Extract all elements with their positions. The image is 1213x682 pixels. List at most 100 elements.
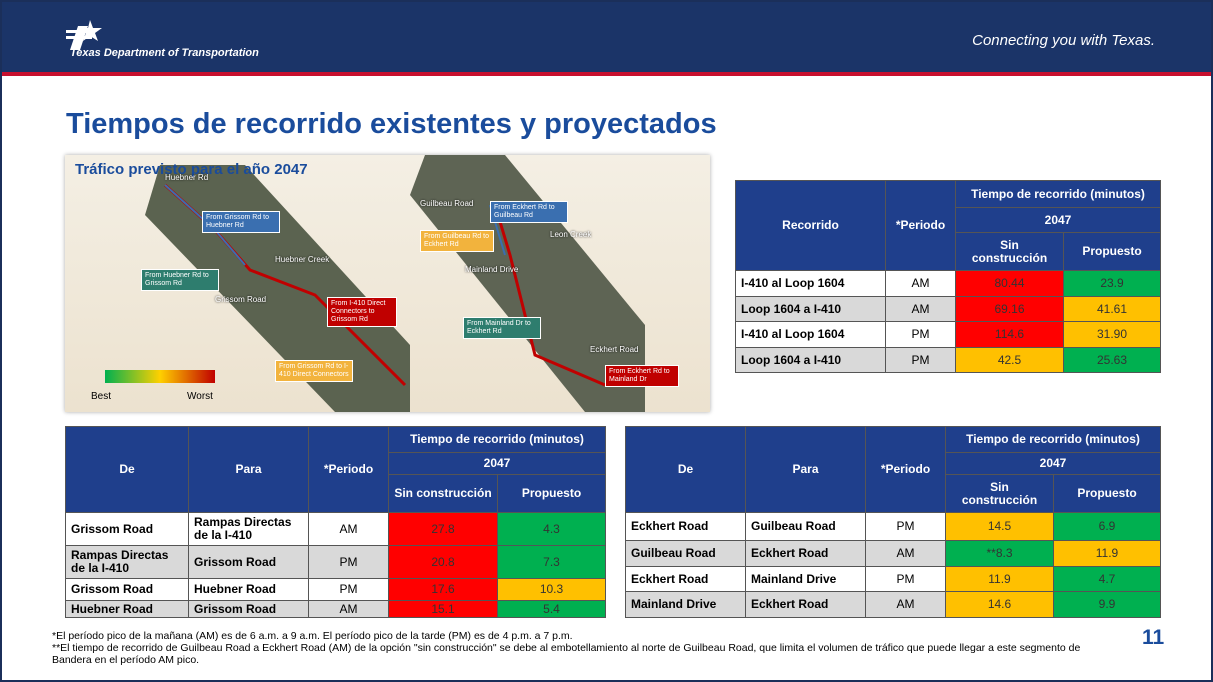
route-cell: Mainland Drive (746, 567, 866, 592)
header: Texas Department of Transportation Conne… (2, 2, 1211, 76)
column-header: Para (746, 427, 866, 513)
time-cell: 23.9 (1064, 271, 1161, 297)
time-cell: 4.3 (498, 513, 606, 546)
sub-header: Sin construcción (956, 233, 1064, 271)
route-cell: Eckhert Road (746, 592, 866, 618)
road-label: Guilbeau Road (420, 199, 473, 208)
header-row: Recorrido*PeriodoTiempo de recorrido (mi… (736, 181, 1161, 208)
footnotes: *El período pico de la mañana (AM) es de… (52, 630, 1102, 666)
time-cell: 10.3 (498, 579, 606, 601)
time-cell: 14.5 (946, 513, 1054, 541)
period-cell: AM (309, 513, 389, 546)
time-cell: 114.6 (956, 322, 1064, 348)
map-callout: From Huebner Rd to Grissom Rd (141, 269, 219, 291)
slide-title: Tiempos de recorrido existentes y proyec… (66, 108, 717, 141)
legend-label: Worst (187, 391, 213, 402)
period-cell: PM (886, 322, 956, 348)
route-cell: Eckhert Road (626, 513, 746, 541)
tagline: Connecting you with Texas. (972, 32, 1155, 49)
time-cell: 80.44 (956, 271, 1064, 297)
travel-time-table: DePara*PeriodoTiempo de recorrido (minut… (65, 426, 606, 618)
period-cell: AM (866, 592, 946, 618)
data-row: Huebner RoadGrissom RoadAM15.15.4 (66, 601, 606, 618)
period-cell: AM (866, 541, 946, 567)
route-cell: Huebner Road (66, 601, 189, 618)
sub-header: Sin construcción (946, 475, 1054, 513)
route-cell: Rampas Directas de la I-410 (189, 513, 309, 546)
header-row: DePara*PeriodoTiempo de recorrido (minut… (66, 427, 606, 453)
column-header: Para (189, 427, 309, 513)
time-cell: 11.9 (946, 567, 1054, 592)
route-cell: Loop 1604 a I-410 (736, 297, 886, 322)
period-cell: PM (866, 513, 946, 541)
data-row: I-410 al Loop 1604PM114.631.90 (736, 322, 1161, 348)
time-cell: **8.3 (946, 541, 1054, 567)
column-header: De (626, 427, 746, 513)
route-cell: Guilbeau Road (626, 541, 746, 567)
route-cell: Rampas Directas de la I-410 (66, 546, 189, 579)
data-row: Guilbeau RoadEckhert RoadAM**8.311.9 (626, 541, 1161, 567)
time-cell: 41.61 (1064, 297, 1161, 322)
road-label: Eckhert Road (590, 345, 638, 354)
time-cell: 69.16 (956, 297, 1064, 322)
footnote: **El tiempo de recorrido de Guilbeau Roa… (52, 642, 1102, 666)
time-cell: 4.7 (1054, 567, 1161, 592)
time-cell: 15.1 (389, 601, 498, 618)
group-header: Tiempo de recorrido (minutos) (956, 181, 1161, 208)
data-row: Eckhert RoadGuilbeau RoadPM14.56.9 (626, 513, 1161, 541)
map-callout: From I-410 Direct Connectors to Grissom … (327, 297, 397, 327)
route-cell: Loop 1604 a I-410 (736, 348, 886, 373)
route-cell: Guilbeau Road (746, 513, 866, 541)
year-header: 2047 (956, 208, 1161, 233)
footnote: *El período pico de la mañana (AM) es de… (52, 630, 1102, 642)
route-cell: Mainland Drive (626, 592, 746, 618)
time-cell: 14.6 (946, 592, 1054, 618)
column-header: *Periodo (309, 427, 389, 513)
time-cell: 9.9 (1054, 592, 1161, 618)
period-cell: AM (886, 297, 956, 322)
period-cell: PM (309, 579, 389, 601)
data-row: Grissom RoadHuebner RoadPM17.610.3 (66, 579, 606, 601)
period-cell: AM (886, 271, 956, 297)
route-cell: Eckhert Road (626, 567, 746, 592)
column-header: *Periodo (886, 181, 956, 271)
sub-header: Propuesto (1054, 475, 1161, 513)
column-header: De (66, 427, 189, 513)
time-cell: 42.5 (956, 348, 1064, 373)
data-row: Eckhert RoadMainland DrivePM11.94.7 (626, 567, 1161, 592)
map-callout: From Eckhert Rd to Mainland Dr (605, 365, 679, 387)
map-callout: From Mainland Dr to Eckhert Rd (463, 317, 541, 339)
year-header: 2047 (389, 453, 606, 475)
period-cell: AM (309, 601, 389, 618)
time-cell: 11.9 (1054, 541, 1161, 567)
header-row: DePara*PeriodoTiempo de recorrido (minut… (626, 427, 1161, 453)
route-cell: Grissom Road (189, 546, 309, 579)
map-callout: From Grissom Rd to Huebner Rd (202, 211, 280, 233)
logo-text: Texas Department of Transportation (70, 47, 259, 59)
column-header: *Periodo (866, 427, 946, 513)
road-label: Huebner Rd (165, 173, 208, 182)
road-label: Mainland Drive (465, 265, 518, 274)
group-header: Tiempo de recorrido (minutos) (389, 427, 606, 453)
sub-header: Sin construcción (389, 475, 498, 513)
year-header: 2047 (946, 453, 1161, 475)
road-label: Leon Creek (550, 230, 591, 239)
travel-time-table: Recorrido*PeriodoTiempo de recorrido (mi… (735, 180, 1161, 373)
period-cell: PM (866, 567, 946, 592)
data-row: Grissom RoadRampas Directas de la I-410A… (66, 513, 606, 546)
time-cell: 7.3 (498, 546, 606, 579)
map: Tráfico previsto para el año 2047 Best W… (65, 155, 710, 412)
map-callout: From Grissom Rd to I-410 Direct Connecto… (275, 360, 353, 382)
route-cell: I-410 al Loop 1604 (736, 322, 886, 348)
route-cell: Grissom Road (189, 601, 309, 618)
map-callout: From Guilbeau Rd to Eckhert Rd (420, 230, 494, 252)
time-cell: 27.8 (389, 513, 498, 546)
route-cell: Grissom Road (66, 579, 189, 601)
group-header: Tiempo de recorrido (minutos) (946, 427, 1161, 453)
sub-header: Propuesto (498, 475, 606, 513)
period-cell: PM (309, 546, 389, 579)
road-label: Huebner Creek (275, 255, 329, 264)
time-cell: 20.8 (389, 546, 498, 579)
data-row: I-410 al Loop 1604AM80.4423.9 (736, 271, 1161, 297)
page-number: 11 (1142, 626, 1164, 650)
